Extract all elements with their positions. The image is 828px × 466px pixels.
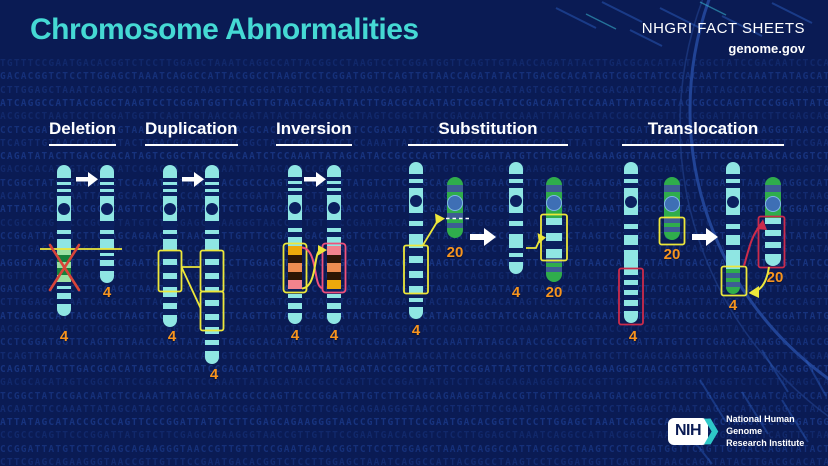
centromere-dot (664, 195, 680, 212)
chromosome-number-label: 4 (728, 297, 738, 314)
section-header-duplication: Duplication (145, 119, 238, 146)
nih-logo: NIH National Human Genome Research Insti… (668, 413, 828, 449)
dna-sequence-row: ACAATCTCCAAATTATAGCATACCGCCCAGTTCCCGGATT… (0, 403, 828, 415)
dna-sequence-row: CCGCCCAGTTCCCGGATTATGTCTTCGAGCAGAAGGGTAA… (0, 430, 828, 442)
chromosome-number-label: 4 (209, 366, 219, 383)
section-header-substitution: Substitution (408, 119, 568, 146)
centromere-dot (765, 195, 781, 212)
centromere-dot (410, 195, 422, 207)
substitution-chromosome-20-after (546, 177, 562, 282)
page-title: Chromosome Abnormalities (30, 13, 419, 46)
brand-title: NHGRI FACT SHEETS (641, 20, 805, 37)
chromosome-number-label: 4 (290, 327, 300, 344)
dna-sequence-row: ACGGCCTAAGTCCTCGGATGGTTCAGTTGTAACCAGATAT… (0, 111, 828, 123)
nih-org-name: National Human Genome Research Institute (726, 413, 828, 449)
dna-sequence-row: ATTATAGCATACCGCCCAGTTCCCGGATTATGTCTTCGAG… (0, 417, 828, 429)
dna-sequence-row: CTTGGAGCTAAATCAGGCCATTACGGCCTAAGTCCTCGGA… (0, 84, 828, 96)
chromosome-number-label: 20 (663, 246, 681, 263)
dna-sequence-row: CAGATATACTTGACGCACATAGTCGGCTATCCGACAATCT… (0, 151, 828, 163)
inversion-chromosome-4-before (288, 165, 302, 324)
chromosome-number-label: 4 (59, 328, 69, 345)
chromosome-number-label: 4 (329, 327, 339, 344)
dna-sequence-row: CCGGATTATGTCTTCGAGCAGAAGGGTAACCGTTGTTTCC… (0, 443, 828, 455)
centromere-dot (58, 203, 70, 215)
nih-chevron-icon (703, 418, 719, 444)
dna-sequence-row: CTTCGAGCAGAAGGGTAACCGTTGTTTCCGAATGACACGG… (0, 457, 828, 466)
translocation-chromosome-20-after (765, 177, 781, 266)
centromere-dot (447, 194, 463, 211)
chromosome-number-label: 20 (766, 269, 784, 286)
dna-sequence-row: GACACGGTCTCCTTGGAGCTAAATCAGGCCATTACGGCCT… (0, 71, 828, 83)
nih-logo-mark: NIH (668, 417, 708, 445)
substitution-chromosome-4-after (509, 162, 523, 274)
dna-sequence-row: ACGGCCTAAGTCCTCGGATGGTTCAGTTGTAACCAGATAT… (0, 324, 828, 335)
centromere-dot (546, 194, 562, 211)
translocation-chromosome-4-after (726, 162, 740, 294)
translocation-chromosome-4-before (624, 162, 638, 323)
dna-sequence-row: TCAGTTGTAACCAGATATACTTGACGCACATAGTCGGCTA… (0, 350, 828, 362)
brand-block: NHGRI FACT SHEETS genome.gov (642, 20, 805, 56)
centromere-dot (101, 203, 113, 215)
chromosome-number-label: 20 (545, 284, 563, 301)
dna-sequence-row: TCAGTTGTAACCAGATATACTTGACGCACATAGTCGGCTA… (0, 137, 828, 149)
inversion-chromosome-4-after (327, 165, 341, 324)
centromere-dot (206, 203, 218, 215)
centromere-dot (164, 203, 176, 215)
section-header-inversion: Inversion (276, 119, 352, 146)
dna-sequence-row: GACGCACATAGTCGGCTATCCGACAATCTCCAAATTATAG… (0, 377, 828, 389)
duplication-chromosome-4-before (163, 165, 177, 327)
duplication-chromosome-4-after (205, 165, 219, 364)
centromere-dot (510, 195, 522, 207)
substitution-chromosome-4-before (409, 162, 423, 319)
translocation-chromosome-20-before (664, 177, 680, 240)
substitution-chromosome-20-before (447, 177, 463, 238)
dna-sequence-row: TCGGCTATCCGACAATCTCCAAATTATAGCATACCGCCCA… (0, 390, 828, 402)
brand-site-url: genome.gov (728, 41, 805, 56)
dna-sequence-row: ATCAGGCCATTACGGCCTAAGTCCTCGGATGGTTCAGTTG… (0, 97, 828, 109)
centromere-dot (289, 202, 301, 214)
dna-sequence-row: CCTCGGATGGTTCAGTTGTAACCAGATATACTTGACGCAC… (0, 124, 828, 136)
dna-sequence-row: TGTTTCCGAATGACACGGTCTCCTTGGAGCTAAATCAGGC… (0, 58, 828, 69)
centromere-dot (328, 202, 340, 214)
chromosome-number-label: 4 (411, 322, 421, 339)
section-header-deletion: Deletion (49, 119, 117, 146)
chromosome-number-label: 4 (102, 284, 112, 301)
section-header-translocation: Translocation (622, 119, 784, 146)
centromere-dot (625, 196, 637, 208)
deletion-chromosome-4-before (57, 165, 71, 316)
nih-org-line1: National Human Genome (726, 414, 795, 436)
chromosome-number-label: 4 (511, 284, 521, 301)
nih-org-line2: Research Institute (726, 438, 805, 448)
deletion-chromosome-4-after (100, 165, 114, 283)
chromosome-number-label: 4 (628, 328, 638, 345)
dna-sequence-row: CCTCGGATGGTTCAGTTGTAACCAGATATACTTGACGCAC… (0, 337, 828, 349)
centromere-dot (727, 196, 739, 208)
chromosome-number-label: 20 (446, 244, 464, 261)
chromosome-number-label: 4 (167, 328, 177, 345)
dna-sequence-row: CAGATATACTTGACGCACATAGTCGGCTATCCGACAATCT… (0, 363, 828, 375)
